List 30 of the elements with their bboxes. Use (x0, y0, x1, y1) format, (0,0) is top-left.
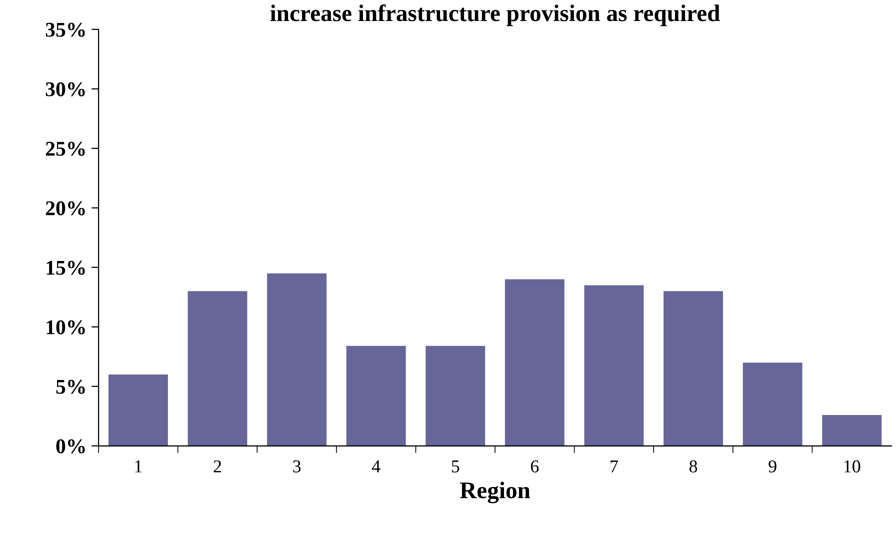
y-tick-label: 30% (46, 82, 85, 96)
y-tick-label: 5% (56, 380, 85, 394)
x-tick-label: 6 (530, 460, 539, 472)
x-tick-label: 1 (135, 460, 142, 472)
x-tick-label: 4 (372, 460, 380, 472)
bar (664, 291, 724, 446)
bar (426, 346, 486, 446)
x-tick-label: 5 (452, 460, 460, 472)
x-axis-title: Region (460, 482, 530, 504)
y-tick-label: 20% (46, 201, 85, 216)
x-tick-label: 10 (844, 460, 860, 472)
bar (822, 414, 882, 446)
y-tick-label: 35% (46, 22, 85, 37)
x-tick-label: 8 (689, 460, 698, 472)
x-tick-label: 2 (214, 460, 222, 472)
x-tick-label: 9 (768, 460, 776, 472)
x-tick-label: 3 (293, 460, 301, 472)
bar (504, 279, 564, 446)
y-tick-label: 10% (46, 320, 85, 334)
chart-title: increase infrastructure provision as required (270, 4, 720, 26)
bar (267, 273, 327, 446)
x-tick-label: 7 (610, 460, 618, 472)
bar (108, 374, 168, 446)
y-tick-label: 15% (46, 260, 85, 275)
bar (188, 291, 248, 446)
bar (346, 346, 406, 446)
bar (742, 362, 802, 446)
y-tick-label: 25% (46, 142, 85, 156)
bar (584, 285, 644, 446)
y-tick-label: 0% (56, 439, 85, 454)
